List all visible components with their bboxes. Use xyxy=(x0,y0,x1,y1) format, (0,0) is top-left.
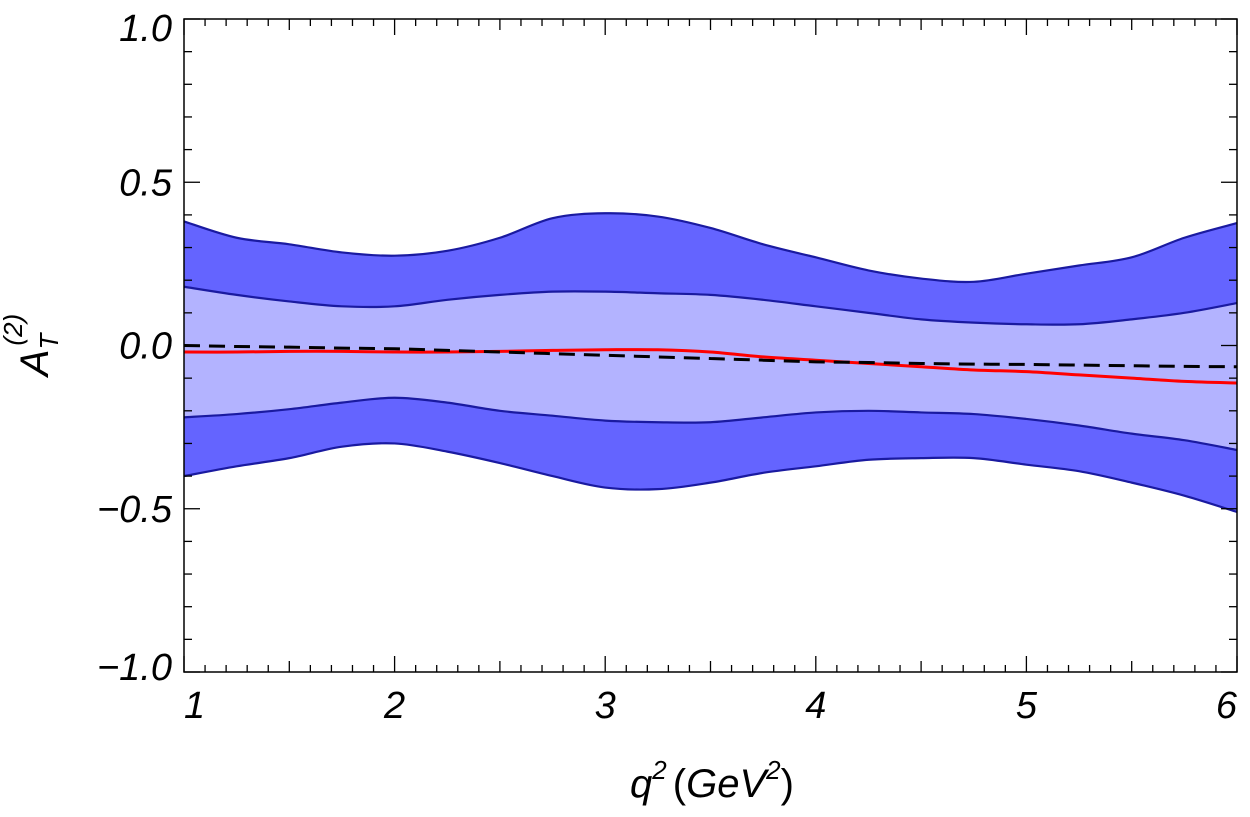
x-tick-label: 2 xyxy=(383,685,405,727)
x-axis-label: q2 (GeV2) xyxy=(630,755,794,806)
x-axis-label-base: q xyxy=(630,762,652,806)
y-tick-label: 1.0 xyxy=(119,8,172,50)
bands-layer xyxy=(183,212,1238,514)
series-line-solid xyxy=(183,348,1238,385)
band-outer-upper-edge xyxy=(183,212,1238,284)
x-axis-label-sup: 2 xyxy=(651,755,667,785)
ticks-layer xyxy=(183,18,1238,673)
y-tick-label: 0.0 xyxy=(119,326,172,368)
y-axis-label: AT (2) xyxy=(0,314,64,378)
band-inner-lower-edge xyxy=(183,396,1238,452)
x-tick-label: 5 xyxy=(1016,685,1038,727)
y-axis-label-sup: (2) xyxy=(0,314,28,346)
y-axis-label-sub: T xyxy=(34,331,64,349)
y-axis-label-base: A xyxy=(13,349,57,378)
x-tick-label: 4 xyxy=(805,685,826,727)
y-axis-label-text: AT (2) xyxy=(0,314,64,378)
x-axis-label-paren-open: ( xyxy=(673,762,687,806)
y-tick-label: −1.0 xyxy=(97,647,172,689)
band-outer-lower-edge xyxy=(183,442,1238,514)
y-tick-label: −0.5 xyxy=(97,489,173,531)
x-tick-label: 6 xyxy=(1216,685,1238,727)
band-inner-upper-edge xyxy=(183,285,1238,326)
x-tick-label: 3 xyxy=(595,685,616,727)
y-tick-label: 0.5 xyxy=(119,162,173,204)
x-tick-label: 1 xyxy=(184,685,205,727)
x-axis-label-unit: GeV xyxy=(686,762,769,806)
lines-layer xyxy=(183,344,1238,385)
x-axis-label-paren-close: ) xyxy=(781,762,794,806)
band-inner-fill xyxy=(184,286,1237,450)
series-line-dashed xyxy=(183,344,1238,369)
tick-labels-layer: 1 2 3 4 5 6 1.0 0.5 0.0 −0.5 −1.0 xyxy=(97,8,1238,727)
x-axis-label-unit-sup: 2 xyxy=(765,755,781,785)
